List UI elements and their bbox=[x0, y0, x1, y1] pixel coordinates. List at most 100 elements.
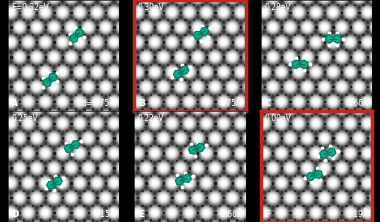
Bar bbox=[240, 167, 241, 169]
Bar bbox=[109, 219, 111, 221]
Circle shape bbox=[364, 209, 371, 216]
Circle shape bbox=[304, 105, 311, 112]
Circle shape bbox=[92, 67, 102, 77]
Circle shape bbox=[57, 37, 68, 47]
Circle shape bbox=[0, 105, 6, 112]
Circle shape bbox=[238, 173, 256, 192]
Circle shape bbox=[174, 110, 187, 123]
Circle shape bbox=[175, 52, 186, 62]
Bar bbox=[298, 167, 299, 169]
Circle shape bbox=[66, 192, 76, 203]
Circle shape bbox=[84, 164, 92, 172]
Circle shape bbox=[241, 206, 254, 219]
Bar bbox=[302, 100, 304, 102]
Circle shape bbox=[76, 128, 84, 135]
Circle shape bbox=[117, 209, 124, 216]
Bar bbox=[268, 145, 269, 146]
Circle shape bbox=[252, 23, 260, 31]
Bar bbox=[255, 71, 256, 73]
Circle shape bbox=[248, 19, 264, 35]
Circle shape bbox=[113, 48, 132, 66]
Bar bbox=[264, 167, 265, 169]
Circle shape bbox=[142, 117, 155, 130]
Bar bbox=[277, 160, 278, 161]
Circle shape bbox=[364, 179, 371, 187]
Circle shape bbox=[141, 22, 151, 32]
Bar bbox=[109, 123, 111, 125]
Circle shape bbox=[319, 0, 330, 3]
Circle shape bbox=[74, 67, 85, 77]
Circle shape bbox=[39, 206, 52, 219]
Bar bbox=[281, 86, 282, 87]
Circle shape bbox=[148, 117, 162, 130]
Circle shape bbox=[14, 22, 25, 32]
Circle shape bbox=[109, 96, 119, 107]
Circle shape bbox=[134, 119, 141, 127]
Circle shape bbox=[269, 6, 282, 19]
Bar bbox=[144, 34, 145, 35]
Circle shape bbox=[133, 161, 147, 175]
Circle shape bbox=[145, 173, 164, 192]
Bar bbox=[238, 131, 239, 132]
Circle shape bbox=[130, 115, 146, 131]
Circle shape bbox=[243, 80, 256, 93]
Circle shape bbox=[145, 98, 152, 105]
Circle shape bbox=[244, 103, 255, 114]
Circle shape bbox=[32, 0, 42, 3]
Circle shape bbox=[314, 40, 318, 44]
Bar bbox=[144, 108, 145, 110]
Circle shape bbox=[275, 65, 288, 79]
Bar bbox=[75, 93, 76, 95]
Circle shape bbox=[98, 79, 114, 95]
Circle shape bbox=[24, 179, 32, 187]
Circle shape bbox=[187, 99, 192, 104]
Bar bbox=[14, 123, 16, 125]
Circle shape bbox=[132, 19, 148, 35]
Circle shape bbox=[282, 0, 298, 5]
Bar bbox=[32, 49, 33, 50]
Bar bbox=[302, 79, 304, 80]
Circle shape bbox=[193, 81, 203, 92]
Circle shape bbox=[146, 10, 151, 14]
Circle shape bbox=[241, 190, 257, 206]
Circle shape bbox=[114, 6, 127, 19]
Circle shape bbox=[164, 115, 180, 131]
Circle shape bbox=[245, 151, 249, 155]
Circle shape bbox=[272, 3, 291, 22]
Circle shape bbox=[264, 196, 269, 200]
Circle shape bbox=[141, 0, 151, 3]
Bar bbox=[259, 49, 261, 50]
Circle shape bbox=[266, 3, 285, 22]
Circle shape bbox=[310, 148, 321, 158]
Bar bbox=[337, 64, 338, 65]
Circle shape bbox=[72, 205, 88, 221]
Circle shape bbox=[177, 0, 184, 1]
Bar bbox=[367, 108, 368, 109]
Bar bbox=[298, 167, 299, 169]
Circle shape bbox=[305, 166, 309, 170]
Bar bbox=[257, 116, 259, 117]
Bar bbox=[193, 123, 194, 125]
Bar bbox=[210, 190, 211, 191]
Circle shape bbox=[253, 37, 263, 47]
Bar bbox=[10, 197, 11, 198]
Circle shape bbox=[224, 160, 240, 176]
Bar bbox=[255, 152, 256, 154]
Circle shape bbox=[312, 128, 320, 135]
Circle shape bbox=[358, 122, 377, 141]
Circle shape bbox=[112, 40, 116, 44]
Circle shape bbox=[318, 80, 331, 93]
Bar bbox=[320, 219, 321, 221]
Circle shape bbox=[225, 0, 239, 4]
Bar bbox=[210, 175, 211, 176]
Circle shape bbox=[341, 3, 360, 22]
Circle shape bbox=[259, 126, 269, 137]
Polygon shape bbox=[49, 73, 57, 81]
Circle shape bbox=[264, 136, 269, 140]
Circle shape bbox=[264, 25, 269, 29]
Circle shape bbox=[67, 134, 75, 142]
Bar bbox=[270, 190, 272, 191]
Circle shape bbox=[295, 38, 302, 46]
Circle shape bbox=[104, 130, 120, 146]
Bar bbox=[272, 71, 274, 73]
